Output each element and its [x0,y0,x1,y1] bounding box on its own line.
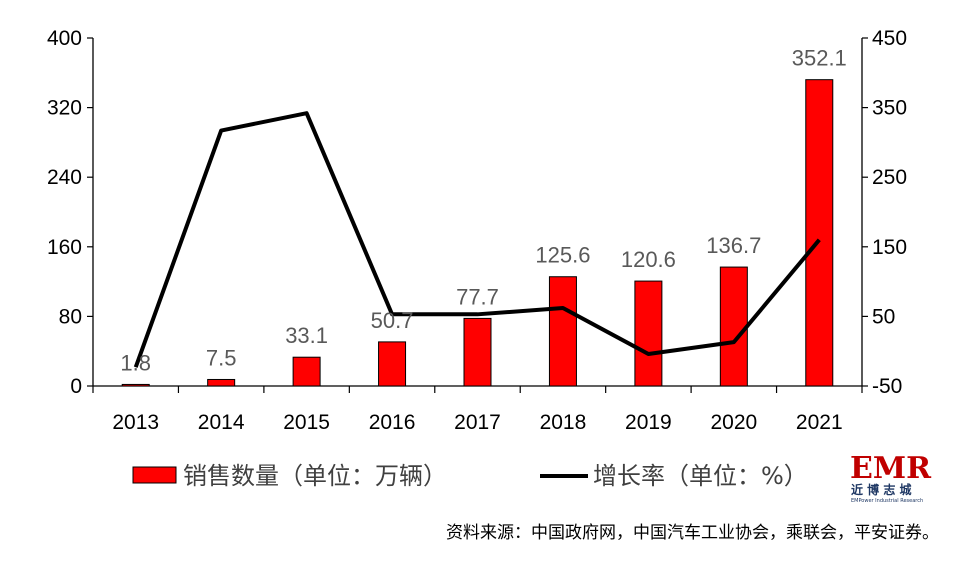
data-labels: 1.8 7.5 33.1 50.7 77.7 125.6 120.6 136.7 352.1 [120,46,846,376]
bar [634,280,663,387]
right-tick-label: 250 [872,166,907,189]
left-tick-label: 240 [47,166,82,189]
bar-value-label: 77.7 [456,284,499,309]
right-tick-label: -50 [872,375,902,398]
bar [207,378,236,387]
bar-value-label: 352.1 [792,46,847,71]
bar-value-label: 125.6 [535,243,590,268]
axes: 0 80 160 240 320 400 -50 50 150 250 350 450 2013 2014… [47,27,907,434]
logo-mark: EMR [850,451,932,486]
right-tick-label: 50 [872,305,895,328]
legend-bar-swatch [132,466,177,484]
bar [548,276,577,387]
bar [121,383,150,387]
left-tick-label: 80 [59,305,82,328]
logo-en-text: EMPower Industrial Research [851,498,923,504]
legend-line-label: 增长率（单位：%） [593,462,808,490]
bar [463,317,492,387]
x-tick-label: 2015 [283,411,330,434]
bar [378,341,407,387]
x-tick-label: 2017 [454,411,501,434]
x-tick-label: 2019 [625,411,672,434]
left-tick-label: 400 [47,27,82,50]
x-tick-label: 2016 [369,411,416,434]
right-tick-label: 150 [872,236,907,259]
left-tick-label: 160 [47,236,82,259]
left-tick-label: 320 [47,97,82,120]
left-tick-label: 0 [70,375,82,398]
source-note: 资料来源：中国政府网，中国汽车工业协会，乘联会，平安证券。 [446,523,939,543]
right-tick-label: 350 [872,97,907,120]
x-tick-label: 2014 [198,411,245,434]
emr-logo: EMR 近 博 志 城 EMPower Industrial Research [850,451,932,504]
growth-line [133,111,821,368]
x-tick-label: 2021 [796,411,843,434]
bar-value-label: 7.5 [206,345,237,370]
bar [292,356,321,387]
bar-value-label: 33.1 [285,323,328,348]
x-tick-label: 2013 [112,411,159,434]
bar [719,266,748,387]
bars [121,79,834,387]
bar [805,79,834,387]
bar-value-label: 50.7 [371,308,414,333]
bar-value-label: 1.8 [120,350,151,375]
logo-cn-text: 近 博 志 城 [851,482,912,497]
x-tick-label: 2020 [710,411,757,434]
bar-value-label: 136.7 [706,233,761,258]
right-tick-label: 450 [872,27,907,50]
legend: 销售数量（单位：万辆） 增长率（单位：%） [132,462,808,490]
bar-value-label: 120.6 [621,247,676,272]
x-tick-label: 2018 [540,411,587,434]
legend-bar-label: 销售数量（单位：万辆） [183,462,447,490]
